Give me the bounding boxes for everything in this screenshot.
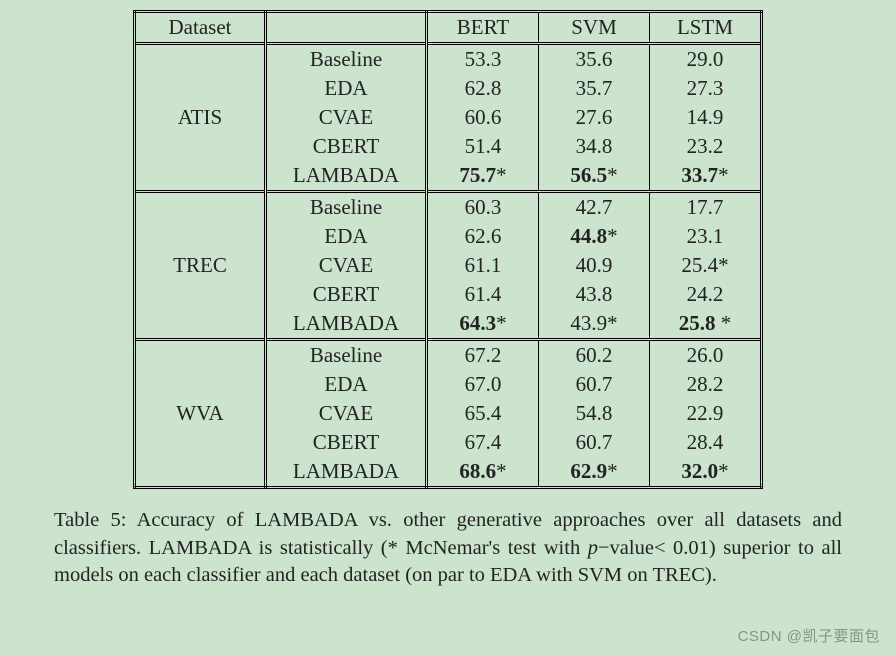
col-header: SVM <box>539 12 650 44</box>
value-cell: 44.8* <box>539 222 650 251</box>
value-cell: 42.7 <box>539 192 650 223</box>
method-cell: Baseline <box>266 192 427 223</box>
value-cell: 65.4 <box>427 399 539 428</box>
results-table: DatasetBERTSVMLSTMATISBaseline53.335.629… <box>133 10 763 489</box>
value-cell: 64.3* <box>427 309 539 340</box>
caption-pvar: p <box>588 537 598 559</box>
watermark: CSDN @凯子要面包 <box>738 625 880 646</box>
value-cell: 56.5* <box>539 161 650 192</box>
value-cell: 60.7 <box>539 370 650 399</box>
value-cell: 67.0 <box>427 370 539 399</box>
value-cell: 33.7* <box>650 161 762 192</box>
value-cell: 34.8 <box>539 132 650 161</box>
method-cell: LAMBADA <box>266 161 427 192</box>
value-cell: 62.8 <box>427 74 539 103</box>
value-cell: 68.6* <box>427 457 539 488</box>
method-cell: Baseline <box>266 44 427 75</box>
value-cell: 75.7* <box>427 161 539 192</box>
value-cell: 60.3 <box>427 192 539 223</box>
caption-label: Table 5: <box>54 509 126 531</box>
value-cell: 27.3 <box>650 74 762 103</box>
method-cell: EDA <box>266 370 427 399</box>
value-cell: 60.2 <box>539 340 650 371</box>
method-cell: CBERT <box>266 280 427 309</box>
value-cell: 28.2 <box>650 370 762 399</box>
method-cell: EDA <box>266 74 427 103</box>
value-cell: 24.2 <box>650 280 762 309</box>
dataset-cell: WVA <box>135 340 266 488</box>
value-cell: 23.1 <box>650 222 762 251</box>
value-cell: 60.7 <box>539 428 650 457</box>
method-cell: EDA <box>266 222 427 251</box>
value-cell: 67.4 <box>427 428 539 457</box>
value-cell: 62.6 <box>427 222 539 251</box>
value-cell: 54.8 <box>539 399 650 428</box>
col-header: BERT <box>427 12 539 44</box>
value-cell: 62.9* <box>539 457 650 488</box>
value-cell: 22.9 <box>650 399 762 428</box>
dataset-cell: ATIS <box>135 44 266 192</box>
value-cell: 35.6 <box>539 44 650 75</box>
value-cell: 29.0 <box>650 44 762 75</box>
value-cell: 40.9 <box>539 251 650 280</box>
value-cell: 28.4 <box>650 428 762 457</box>
value-cell: 25.8 * <box>650 309 762 340</box>
method-cell: LAMBADA <box>266 457 427 488</box>
value-cell: 23.2 <box>650 132 762 161</box>
method-cell: CBERT <box>266 428 427 457</box>
value-cell: 53.3 <box>427 44 539 75</box>
value-cell: 60.6 <box>427 103 539 132</box>
method-cell: CVAE <box>266 251 427 280</box>
col-header: Dataset <box>135 12 266 44</box>
value-cell: 61.4 <box>427 280 539 309</box>
method-cell: CVAE <box>266 399 427 428</box>
value-cell: 25.4* <box>650 251 762 280</box>
value-cell: 14.9 <box>650 103 762 132</box>
value-cell: 43.8 <box>539 280 650 309</box>
method-cell: Baseline <box>266 340 427 371</box>
value-cell: 35.7 <box>539 74 650 103</box>
col-header: LSTM <box>650 12 762 44</box>
value-cell: 51.4 <box>427 132 539 161</box>
method-cell: CVAE <box>266 103 427 132</box>
value-cell: 26.0 <box>650 340 762 371</box>
table-caption: Table 5: Accuracy of LAMBADA vs. other g… <box>54 507 842 590</box>
method-cell: LAMBADA <box>266 309 427 340</box>
value-cell: 43.9* <box>539 309 650 340</box>
value-cell: 61.1 <box>427 251 539 280</box>
col-header <box>266 12 427 44</box>
value-cell: 17.7 <box>650 192 762 223</box>
value-cell: 67.2 <box>427 340 539 371</box>
value-cell: 27.6 <box>539 103 650 132</box>
value-cell: 32.0* <box>650 457 762 488</box>
dataset-cell: TREC <box>135 192 266 340</box>
method-cell: CBERT <box>266 132 427 161</box>
